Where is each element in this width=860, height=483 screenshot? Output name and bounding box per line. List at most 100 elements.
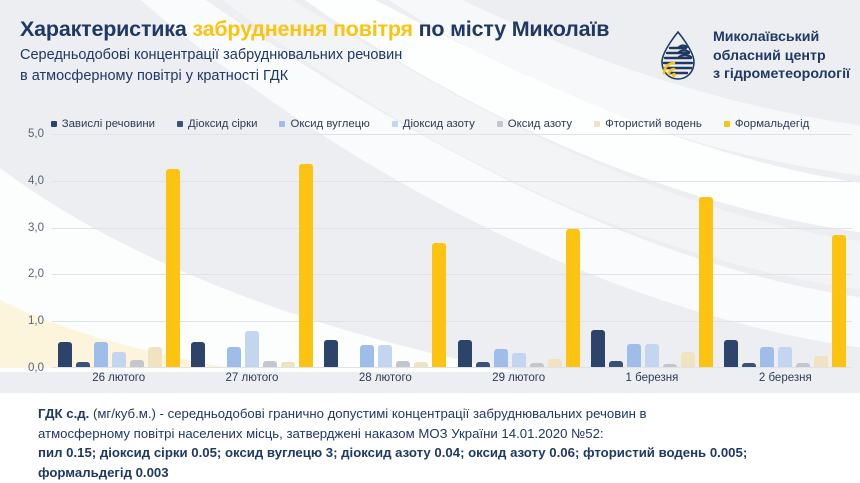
bar[interactable] bbox=[432, 243, 447, 368]
bar[interactable] bbox=[529, 363, 544, 368]
bar[interactable] bbox=[226, 346, 241, 368]
plot-area bbox=[52, 134, 852, 368]
legend-item[interactable]: Оксид азоту bbox=[496, 118, 573, 130]
bar[interactable] bbox=[680, 351, 695, 368]
legend-item[interactable]: Діоксид сірки bbox=[177, 118, 257, 130]
bar[interactable] bbox=[565, 229, 580, 368]
bar[interactable] bbox=[378, 344, 393, 368]
logo-line-3: з гідрометеорології bbox=[712, 66, 850, 82]
footer-line-2: атмосферному повітрі населених місць, за… bbox=[38, 425, 604, 441]
gridline bbox=[52, 321, 852, 323]
bar[interactable] bbox=[475, 362, 490, 368]
bar-groups bbox=[52, 134, 852, 368]
legend-swatch-icon bbox=[496, 121, 503, 127]
legend-item[interactable]: Діоксид азоту bbox=[391, 118, 475, 130]
legend-swatch-icon bbox=[50, 121, 57, 127]
bar[interactable] bbox=[742, 363, 757, 368]
legend-label: Оксид вуглецю bbox=[290, 118, 370, 130]
footer-line-1-rest: (мг/куб.м.) - середньодобові гранично до… bbox=[89, 406, 647, 421]
bar[interactable] bbox=[57, 342, 72, 368]
y-axis-tick-label: 5,0 bbox=[28, 128, 44, 140]
bar[interactable] bbox=[778, 346, 793, 368]
legend-swatch-icon bbox=[279, 121, 286, 127]
legend-label: Оксид азоту bbox=[507, 118, 573, 130]
legend-swatch-icon bbox=[723, 121, 730, 127]
footer-text: ГДК с.д. (мг/куб.м.) - середньодобові гр… bbox=[38, 404, 828, 482]
gridline bbox=[52, 227, 852, 229]
bar[interactable] bbox=[75, 362, 90, 368]
legend-item[interactable]: Оксид вуглецю bbox=[279, 118, 370, 130]
legend-swatch-icon bbox=[177, 121, 184, 127]
legend-label: Діоксид сірки bbox=[188, 118, 258, 130]
bar[interactable] bbox=[590, 329, 605, 368]
logo-text: Миколаївський обласний центр з гідромете… bbox=[713, 28, 850, 84]
bar[interactable] bbox=[190, 342, 205, 368]
chart-legend: Завислі речовини Діоксид сірки Оксид вугле… bbox=[0, 118, 860, 130]
title-highlight: забруднення повітря bbox=[192, 17, 413, 41]
subtitle-line-2: в атмосферному повітрі у кратності ГДК bbox=[20, 68, 289, 84]
bar[interactable] bbox=[814, 356, 829, 368]
bar[interactable] bbox=[760, 346, 775, 368]
x-axis-label: 27 лютого bbox=[225, 372, 279, 384]
title-part-1: Характеристика bbox=[20, 17, 193, 41]
footer-bold-lead: ГДК с.д. bbox=[38, 406, 90, 421]
legend-item[interactable]: Завислі речовини bbox=[50, 118, 156, 130]
bar[interactable] bbox=[93, 342, 108, 368]
bar[interactable] bbox=[662, 364, 677, 368]
legend-item[interactable]: Формальдегід bbox=[723, 118, 809, 130]
bar[interactable] bbox=[511, 353, 526, 368]
bar-group bbox=[452, 134, 585, 368]
footer-line-4: формальдегід 0.003 bbox=[38, 464, 169, 480]
bar[interactable] bbox=[644, 343, 659, 368]
y-axis-tick-label: 4,0 bbox=[28, 174, 44, 187]
bar[interactable] bbox=[724, 339, 739, 368]
x-axis-label: 29 лютого bbox=[492, 372, 546, 384]
bar[interactable] bbox=[796, 363, 811, 368]
x-axis-label: 28 лютого bbox=[358, 372, 412, 384]
bar[interactable] bbox=[244, 330, 259, 368]
title-part-2: по місту Миколаїв bbox=[412, 17, 610, 41]
bar[interactable] bbox=[493, 349, 508, 368]
legend-item[interactable]: Фтористий водень bbox=[594, 118, 702, 130]
bar[interactable] bbox=[698, 197, 713, 368]
gridline bbox=[52, 180, 852, 182]
bar[interactable] bbox=[396, 360, 411, 368]
footer-line-3: пил 0.15; діоксид сірки 0.05; оксид вугл… bbox=[38, 445, 748, 460]
bar[interactable] bbox=[608, 360, 623, 368]
footer-line-1: ГДК с.д. (мг/куб.м.) - середньодобові гр… bbox=[38, 404, 828, 424]
organization-logo: Миколаївський обласний центр з гідромете… bbox=[652, 28, 850, 84]
x-axis-label: 2 березня bbox=[758, 372, 812, 384]
logo-line-1: Миколаївський bbox=[712, 29, 820, 45]
legend-swatch-icon bbox=[594, 121, 601, 127]
bar[interactable] bbox=[547, 358, 562, 368]
bar[interactable] bbox=[414, 361, 429, 368]
bar[interactable] bbox=[129, 359, 144, 368]
legend-label: Завислі речовини bbox=[61, 118, 156, 130]
bar[interactable] bbox=[111, 351, 126, 368]
water-droplet-icon bbox=[661, 30, 695, 80]
y-axis-tick-label: 0,0 bbox=[28, 362, 44, 374]
bar-group bbox=[52, 134, 185, 368]
bar[interactable] bbox=[324, 339, 339, 368]
x-axis-label: 1 березня bbox=[625, 372, 679, 384]
bar[interactable] bbox=[165, 169, 180, 368]
y-axis-tick-label: 1,0 bbox=[28, 315, 44, 328]
bar-group bbox=[319, 134, 452, 368]
bar[interactable] bbox=[280, 362, 295, 368]
bar[interactable] bbox=[262, 360, 277, 368]
bar[interactable] bbox=[360, 344, 375, 368]
bar-group bbox=[585, 134, 718, 368]
bar[interactable] bbox=[298, 164, 313, 368]
page-subtitle: Середньодобові концентрації забруднюваль… bbox=[20, 45, 540, 87]
bar[interactable] bbox=[457, 339, 472, 368]
subtitle-line-1: Середньодобові концентрації забруднюваль… bbox=[20, 47, 403, 63]
header: Характеристика забруднення повітря по мі… bbox=[0, 0, 860, 100]
x-axis-label: 26 лютого bbox=[92, 372, 146, 384]
bar[interactable] bbox=[832, 234, 847, 368]
footer-note: ГДК с.д. (мг/куб.м.) - середньодобові гр… bbox=[0, 393, 860, 483]
y-axis-tick-label: 3,0 bbox=[28, 221, 44, 234]
bar[interactable] bbox=[147, 346, 162, 368]
bar[interactable] bbox=[626, 343, 641, 368]
page-title: Характеристика забруднення повітря по мі… bbox=[20, 17, 609, 42]
